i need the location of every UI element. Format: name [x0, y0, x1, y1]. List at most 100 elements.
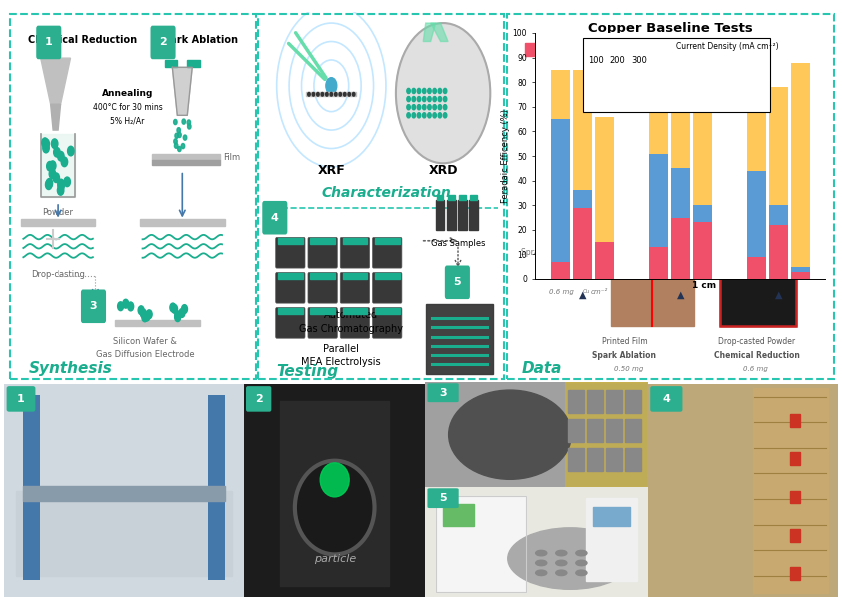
Polygon shape	[447, 200, 456, 230]
Circle shape	[141, 309, 147, 318]
Polygon shape	[310, 273, 335, 279]
Text: 400°C for 30 mins: 400°C for 30 mins	[93, 103, 163, 112]
Text: ▲: ▲	[775, 290, 782, 300]
Circle shape	[179, 308, 185, 317]
Polygon shape	[791, 491, 800, 503]
Circle shape	[418, 88, 421, 94]
Circle shape	[418, 104, 421, 110]
Circle shape	[576, 560, 587, 566]
Circle shape	[312, 92, 315, 96]
Circle shape	[326, 92, 328, 96]
Bar	[552, 119, 570, 262]
Text: 5: 5	[454, 277, 461, 287]
Text: CH₄: CH₄	[697, 45, 717, 55]
Polygon shape	[791, 452, 800, 465]
Circle shape	[170, 303, 176, 312]
Polygon shape	[587, 389, 603, 413]
Circle shape	[330, 92, 333, 96]
Polygon shape	[375, 308, 400, 314]
Bar	[747, 171, 766, 257]
Circle shape	[182, 119, 185, 124]
Circle shape	[433, 113, 436, 118]
Circle shape	[175, 311, 181, 320]
Bar	[747, 257, 766, 279]
Circle shape	[123, 299, 129, 308]
FancyBboxPatch shape	[340, 272, 370, 303]
Bar	[791, 62, 810, 266]
Polygon shape	[244, 384, 425, 597]
Circle shape	[64, 177, 71, 187]
Polygon shape	[310, 238, 335, 244]
Text: 5% H₂/Ar: 5% H₂/Ar	[110, 116, 145, 125]
Circle shape	[444, 88, 447, 94]
Polygon shape	[152, 160, 220, 165]
Text: H₂: H₂	[770, 45, 782, 55]
FancyBboxPatch shape	[340, 308, 370, 338]
Ellipse shape	[449, 390, 572, 479]
Polygon shape	[426, 304, 493, 374]
Circle shape	[433, 88, 436, 94]
Circle shape	[178, 133, 181, 137]
Polygon shape	[606, 419, 621, 442]
Circle shape	[61, 157, 67, 167]
Text: 3: 3	[90, 301, 98, 311]
Circle shape	[187, 120, 190, 125]
Circle shape	[50, 161, 56, 170]
FancyBboxPatch shape	[340, 238, 370, 268]
FancyBboxPatch shape	[650, 386, 683, 412]
Text: Gas Chromatography: Gas Chromatography	[299, 325, 403, 334]
FancyBboxPatch shape	[372, 272, 402, 303]
Circle shape	[423, 97, 426, 101]
Circle shape	[407, 104, 410, 110]
FancyBboxPatch shape	[151, 26, 176, 59]
Polygon shape	[278, 308, 303, 314]
Text: Chemical Reduction: Chemical Reduction	[714, 352, 800, 361]
Text: 0.6 mg: 0.6 mg	[743, 366, 769, 372]
Bar	[693, 205, 711, 223]
Polygon shape	[278, 238, 303, 244]
Polygon shape	[375, 238, 400, 244]
Circle shape	[317, 92, 319, 96]
Circle shape	[45, 180, 52, 190]
Text: ▲: ▲	[578, 290, 586, 300]
Circle shape	[428, 104, 431, 110]
Polygon shape	[278, 273, 303, 279]
Polygon shape	[40, 134, 76, 196]
FancyBboxPatch shape	[7, 386, 35, 412]
Bar	[720, 248, 797, 326]
Polygon shape	[152, 154, 220, 160]
FancyBboxPatch shape	[445, 266, 470, 299]
Polygon shape	[21, 218, 95, 226]
Circle shape	[174, 143, 178, 148]
Circle shape	[428, 113, 431, 118]
Circle shape	[536, 560, 546, 566]
Circle shape	[326, 77, 337, 94]
Circle shape	[412, 97, 416, 101]
Text: Spray Coated Cu NPs: Spray Coated Cu NPs	[521, 248, 602, 257]
Bar	[573, 208, 592, 279]
Text: 1: 1	[17, 394, 25, 404]
Circle shape	[576, 570, 587, 575]
FancyBboxPatch shape	[36, 26, 61, 59]
Bar	[791, 266, 810, 272]
Polygon shape	[568, 419, 584, 442]
Text: 5: 5	[440, 493, 447, 503]
Circle shape	[175, 133, 179, 139]
Text: Current Density (mA cm⁻²): Current Density (mA cm⁻²)	[676, 41, 779, 50]
Circle shape	[184, 135, 187, 140]
Circle shape	[46, 179, 53, 188]
Text: 100: 100	[588, 56, 604, 65]
Polygon shape	[173, 67, 192, 115]
Circle shape	[57, 185, 64, 195]
Bar	[649, 100, 669, 154]
Text: C₂H₄: C₂H₄	[548, 45, 572, 55]
Text: Powder: Powder	[43, 208, 73, 217]
Polygon shape	[469, 200, 478, 230]
Circle shape	[444, 104, 447, 110]
Text: 4: 4	[663, 394, 670, 404]
Text: 1: 1	[45, 37, 53, 47]
Circle shape	[418, 113, 421, 118]
Circle shape	[536, 570, 546, 575]
Circle shape	[556, 550, 567, 556]
Polygon shape	[425, 487, 648, 597]
